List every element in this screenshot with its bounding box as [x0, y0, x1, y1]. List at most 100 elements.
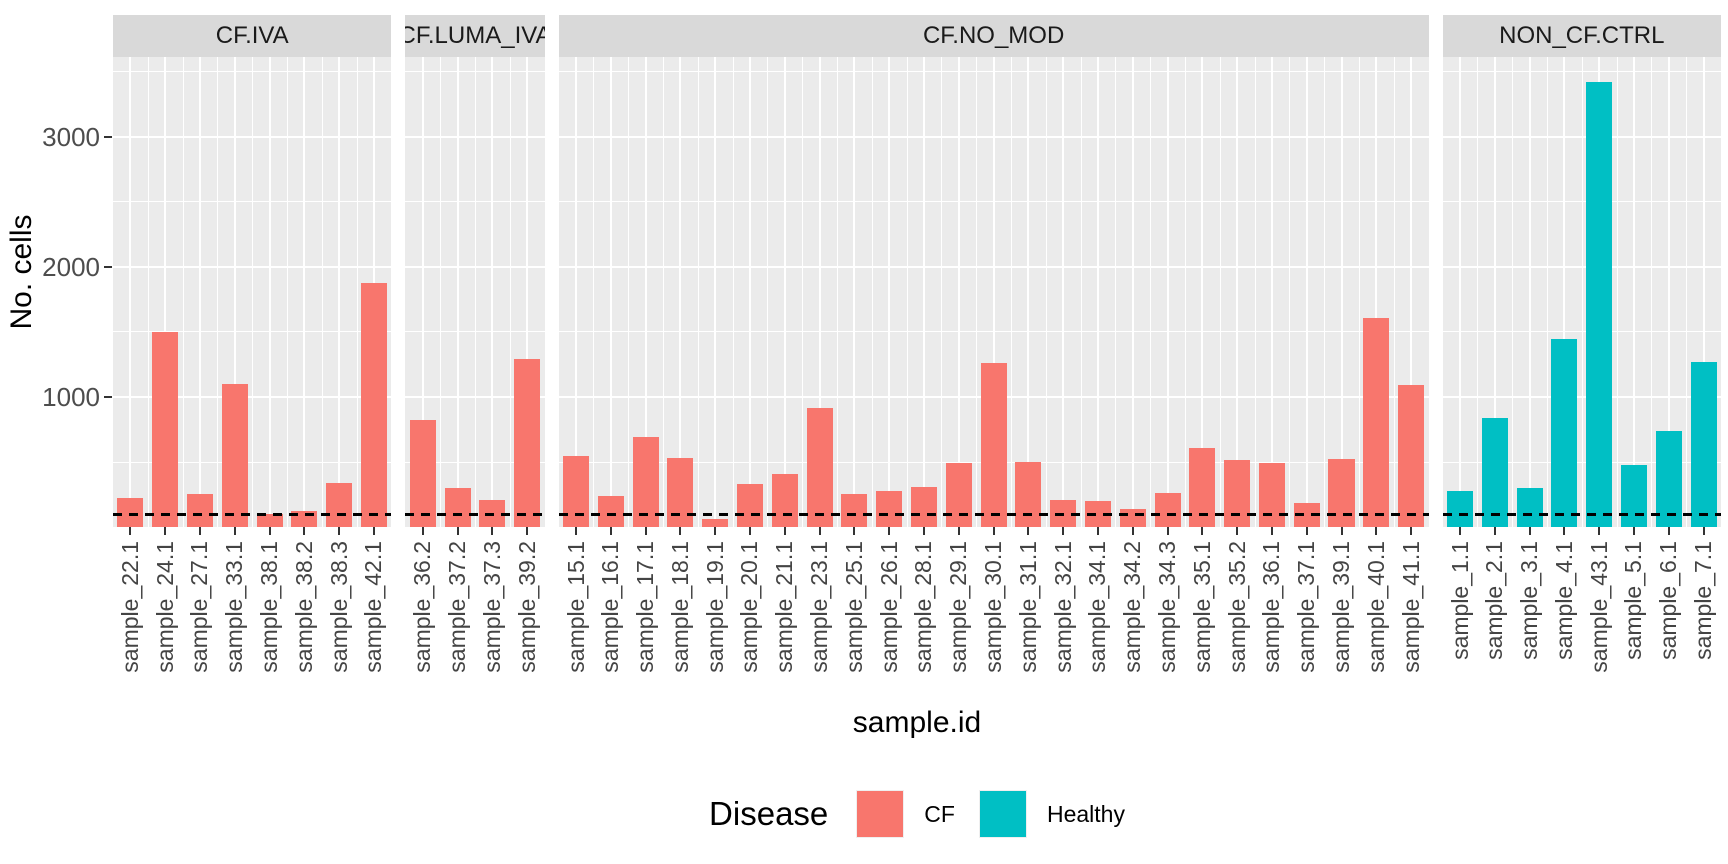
bar-sample_7.1 [1690, 361, 1717, 527]
bar-sample_35.2 [1224, 460, 1251, 527]
bar-slot [1443, 57, 1478, 527]
x-tick-label: sample_38.1 [256, 541, 283, 673]
x-tick-label: sample_30.1 [980, 541, 1007, 673]
bar-sample_34.3 [1154, 493, 1181, 527]
x-tick-slot: sample_26.1 [872, 527, 907, 673]
x-tick-slot: sample_17.1 [628, 527, 663, 673]
bar-slot [182, 57, 218, 527]
x-tick-label: sample_18.1 [666, 541, 693, 673]
x-tick-slot: sample_31.1 [1011, 527, 1046, 673]
x-tick-mark [748, 527, 751, 535]
x-tick-labels: sample_15.1 sample_16.1 sample_17.1 sample_… [559, 527, 1429, 673]
bar-sample_41.1 [1398, 385, 1425, 527]
bar-slot [1393, 57, 1429, 527]
bar-slot [286, 57, 322, 527]
x-tick-mark [818, 527, 821, 535]
bar-slot [475, 57, 510, 527]
bar-slot [941, 57, 976, 527]
x-tick-mark [1340, 527, 1343, 535]
x-tick-label: sample_35.1 [1188, 541, 1215, 673]
bar-sample_21.1 [771, 474, 798, 527]
facet-strip-label: CF.NO_MOD [558, 15, 1429, 57]
bar-slot [405, 57, 440, 527]
x-tick-slot: sample_39.1 [1324, 527, 1359, 673]
bar-slot [252, 57, 287, 527]
reference-dashed-line [113, 513, 392, 516]
bar-slot [559, 57, 594, 527]
x-tick-slot: sample_36.1 [1255, 527, 1290, 673]
bar-slot [1616, 57, 1652, 527]
facet-strip-label: CF.IVA [113, 15, 392, 57]
x-tick-mark [679, 527, 682, 535]
bar-sample_30.1 [980, 363, 1007, 527]
x-tick-mark [164, 527, 167, 535]
x-tick-slot: sample_34.2 [1115, 527, 1150, 673]
facet-strip-label: CF.LUMA_IVA [405, 15, 545, 57]
bar-sample_23.1 [806, 408, 833, 527]
x-tick-slot: sample_18.1 [663, 527, 698, 673]
x-tick-label: sample_27.1 [186, 541, 213, 673]
x-tick-mark [1236, 527, 1239, 535]
x-tick-mark [526, 527, 529, 535]
y-tick-label: 2000 [42, 251, 100, 282]
x-tick-slot: sample_39.2 [510, 527, 545, 673]
x-tick-mark [853, 527, 856, 535]
x-tick-slot: sample_5.1 [1617, 527, 1652, 660]
bar-sample_42.1 [360, 283, 388, 527]
x-tick-mark [491, 527, 494, 535]
facet-panel [113, 57, 392, 527]
x-tick-mark [644, 527, 647, 535]
y-tick-mark [104, 135, 112, 138]
x-tick-label: sample_34.2 [1119, 541, 1146, 673]
x-tick-slot: sample_22.1 [113, 527, 148, 673]
x-tick-label: sample_40.1 [1362, 541, 1389, 673]
x-tick-label: sample_2.1 [1481, 541, 1508, 660]
bar-slot [663, 57, 698, 527]
x-tick-mark [268, 527, 271, 535]
x-tick-label: sample_36.1 [1258, 541, 1285, 673]
bar-sample_39.2 [514, 359, 541, 527]
x-tick-mark [1667, 527, 1670, 535]
x-tick-mark [1493, 527, 1496, 535]
x-tick-label: sample_37.1 [1293, 541, 1320, 673]
bar-slot [1080, 57, 1116, 527]
bar-sample_28.1 [910, 486, 938, 527]
x-tick-slot: sample_27.1 [183, 527, 218, 673]
x-tick-mark [338, 527, 341, 535]
bar-slot [1184, 57, 1220, 527]
x-tick-label: sample_39.2 [513, 541, 540, 673]
legend-entry-Healthy: Healthy [978, 790, 1125, 838]
x-tick-slot: sample_15.1 [559, 527, 594, 673]
x-tick-slot: sample_34.3 [1150, 527, 1185, 673]
x-tick-slot: sample_23.1 [802, 527, 837, 673]
y-tick-mark [104, 395, 112, 398]
x-tick-mark [1632, 527, 1635, 535]
bar-sample_6.1 [1655, 430, 1682, 527]
x-tick-slot: sample_35.2 [1220, 527, 1255, 673]
x-tick-mark [1201, 527, 1204, 535]
x-tick-slot: sample_30.1 [976, 527, 1011, 673]
bar-sample_1.1 [1446, 491, 1474, 527]
x-tick-label: sample_6.1 [1655, 541, 1682, 660]
bar-slot [802, 57, 837, 527]
facet-CF.LUMA_IVA: CF.LUMA_IVA sample_36.2 sample_37.2 sample_… [405, 15, 545, 673]
bar-sample_16.1 [597, 495, 624, 527]
x-tick-label: sample_1.1 [1446, 541, 1473, 660]
x-tick-labels: sample_1.1 sample_2.1 sample_3.1 sample_4.1… [1443, 527, 1721, 673]
bar-slot [1324, 57, 1359, 527]
x-tick-mark [609, 527, 612, 535]
x-tick-label: sample_16.1 [597, 541, 624, 673]
x-tick-mark [303, 527, 306, 535]
facet-panel [558, 57, 1429, 527]
x-tick-slot: sample_41.1 [1394, 527, 1429, 673]
y-tick-mark [104, 265, 112, 268]
x-tick-slot: sample_34.1 [1081, 527, 1116, 673]
x-tick-slot: sample_3.1 [1512, 527, 1547, 660]
x-tick-label: sample_17.1 [632, 541, 659, 673]
bar-slot [217, 57, 252, 527]
x-tick-slot: sample_7.1 [1686, 527, 1721, 660]
x-tick-label: sample_38.3 [325, 541, 352, 673]
bar-sample_3.1 [1516, 488, 1543, 527]
bar-slot [1686, 57, 1721, 527]
facet-panel [405, 57, 545, 527]
